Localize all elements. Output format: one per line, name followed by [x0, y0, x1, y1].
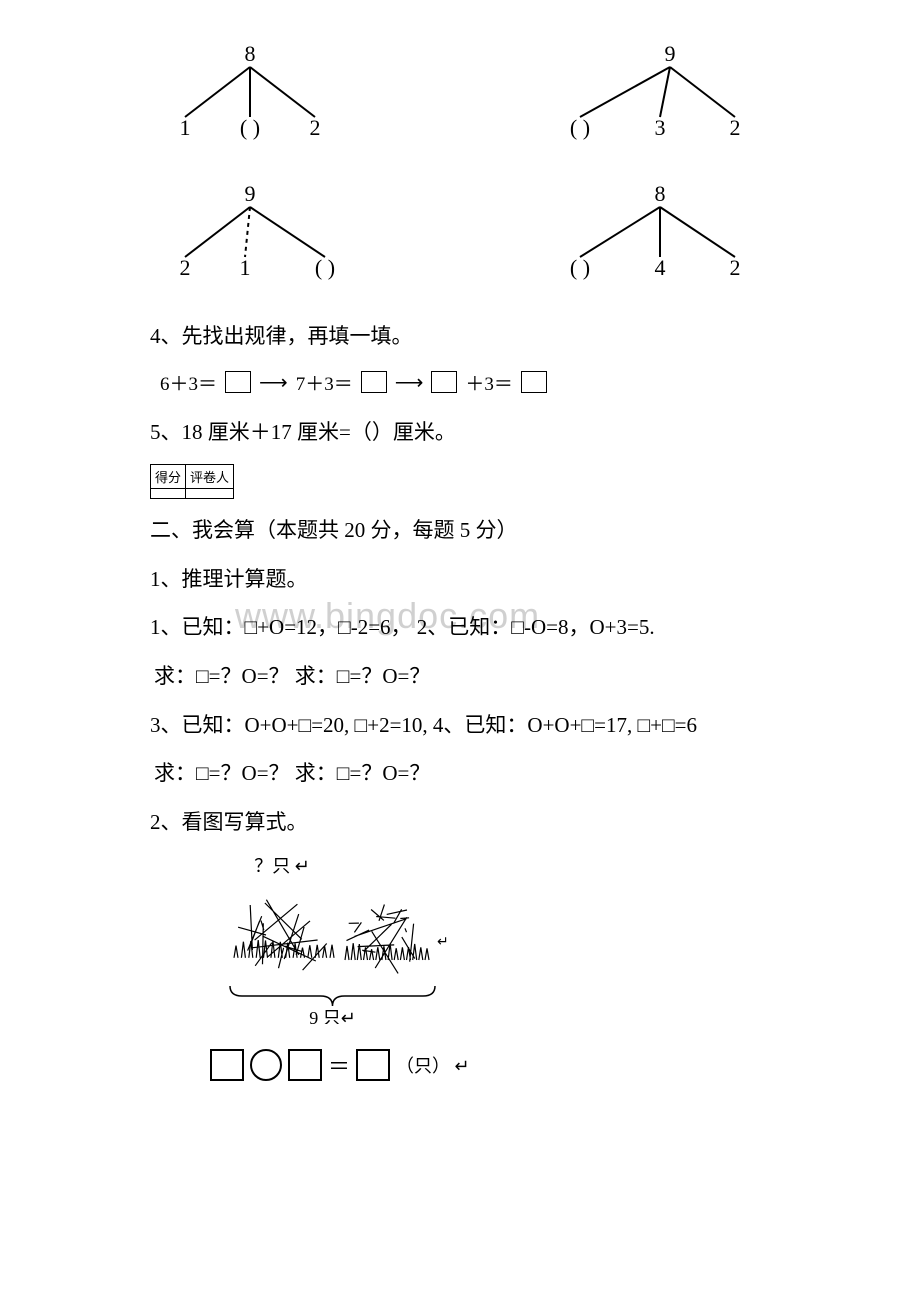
answer-operator-circle [250, 1049, 282, 1081]
answer-box-2 [288, 1049, 322, 1081]
tree-diagram-top-right: 9 ( ) 3 2 [540, 40, 770, 150]
svg-text:2: 2 [310, 115, 321, 140]
answer-equation: ＝ （只） ↵ [210, 1049, 770, 1081]
score-table: 得分 评卷人 [150, 464, 234, 499]
reasoning-line-1: 1、已知：□+O=12，□-2=6， 2、已知：□-O=8，O+3=5. [150, 611, 770, 645]
reasoning-line-2: 求：□=？O=？ 求：□=？O=？ [154, 660, 770, 694]
svg-text:( ): ( ) [570, 115, 590, 140]
score-header-1: 得分 [151, 465, 186, 489]
eq-part-2: 7＋3＝ [296, 369, 353, 396]
svg-text:↵: ↵ [437, 935, 449, 950]
svg-text:1: 1 [180, 115, 191, 140]
score-cell [151, 489, 186, 499]
eq-part-3: ＋3＝ [465, 369, 513, 396]
svg-text:？只 ↵: ？只 ↵ [254, 856, 310, 876]
answer-box-3 [356, 1049, 390, 1081]
svg-text:4: 4 [655, 255, 666, 280]
arrow-icon: ⟶ [395, 370, 424, 395]
eq-part-1: 6＋3＝ [160, 369, 217, 396]
svg-text:( ): ( ) [315, 255, 335, 280]
svg-text:9 只↵: 9 只↵ [309, 1008, 356, 1024]
reasoning-line-3: 3、已知：O+O+□=20, □+2=10, 4、已知：O+O+□=17, □+… [150, 709, 770, 743]
svg-text:9: 9 [665, 41, 676, 66]
svg-text:2: 2 [730, 115, 741, 140]
svg-text:( ): ( ) [240, 115, 260, 140]
answer-box-1 [210, 1049, 244, 1081]
blank-box [521, 371, 547, 393]
grader-cell [186, 489, 234, 499]
q1-title: 1、推理计算题。 [150, 563, 770, 597]
tree-row-2: 9 2 1 ( ) 8 ( ) 4 2 [150, 180, 770, 290]
reasoning-line-4: 求：□=？O=？ 求：□=？O=？ [154, 757, 770, 791]
picture-problem: ？只 ↵ ↵ 9 只↵ [210, 854, 770, 1029]
tree-diagram-bottom-right: 8 ( ) 4 2 [540, 180, 770, 290]
svg-text:3: 3 [655, 115, 666, 140]
svg-text:2: 2 [180, 255, 191, 280]
blank-box [361, 371, 387, 393]
blank-box [431, 371, 457, 393]
arrow-icon: ⟶ [259, 370, 288, 395]
picture-svg: ？只 ↵ ↵ 9 只↵ [210, 854, 470, 1024]
tree-diagram-top-left: 8 1 ( ) 2 [150, 40, 350, 150]
q5-text: 5、18 厘米＋17 厘米=（）厘米。 [150, 416, 770, 450]
q4-title: 4、先找出规律，再填一填。 [150, 320, 770, 354]
answer-unit: （只） ↵ [396, 1052, 470, 1078]
svg-text:( ): ( ) [570, 255, 590, 280]
q2-title: 2、看图写算式。 [150, 806, 770, 840]
equals-sign: ＝ [328, 1049, 350, 1081]
blank-box [225, 371, 251, 393]
svg-text:8: 8 [245, 41, 256, 66]
section2-title: 二、我会算（本题共 20 分，每题 5 分） [150, 514, 770, 548]
svg-text:1: 1 [240, 255, 251, 280]
svg-text:9: 9 [245, 181, 256, 206]
tree-row-1: 8 1 ( ) 2 9 ( ) 3 2 [150, 40, 770, 150]
svg-text:8: 8 [655, 181, 666, 206]
score-header-2: 评卷人 [186, 465, 234, 489]
q4-equation: 6＋3＝ ⟶ 7＋3＝ ⟶ ＋3＝ [160, 369, 770, 396]
svg-text:2: 2 [730, 255, 741, 280]
tree-diagram-bottom-left: 9 2 1 ( ) [150, 180, 360, 290]
